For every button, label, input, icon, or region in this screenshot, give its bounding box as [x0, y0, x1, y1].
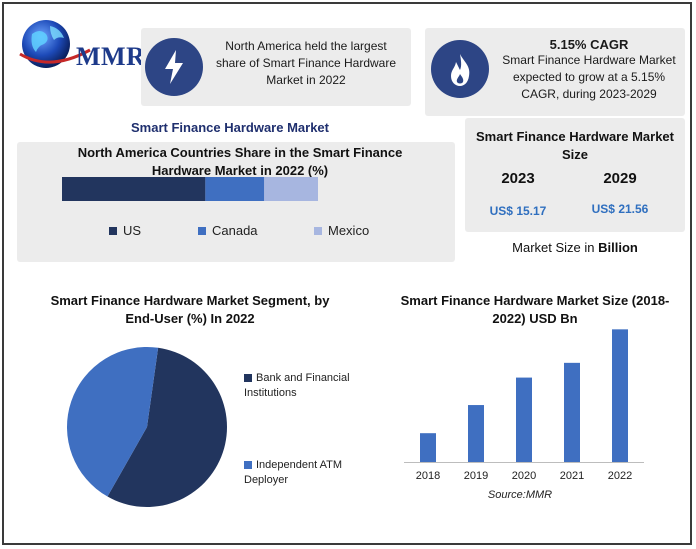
source-note: Source:MMR — [487, 489, 553, 501]
pie-chart-title: Smart Finance Hardware Market Segment, b… — [50, 293, 330, 326]
bar-2019 — [468, 405, 484, 462]
section-title: Smart Finance Hardware Market — [131, 120, 329, 135]
pie-legend-bank: Bank and Financial Institutions — [244, 371, 364, 401]
stacked-segment-canada — [205, 177, 265, 201]
pie-slice-bank — [107, 347, 227, 507]
legend-item-us: US — [109, 223, 141, 238]
info-card-text: North America held the largest share of … — [215, 39, 397, 87]
market-size-unit-prefix: Market Size in — [512, 240, 599, 255]
country-share-card — [17, 142, 455, 262]
market-size-bar-chart: 2018 2019 2020 2021 2022 — [404, 329, 644, 482]
end-user-pie-chart — [66, 347, 227, 507]
logo-text: MMR — [76, 42, 146, 71]
bar-2018 — [420, 433, 436, 462]
mmr-logo: MMR — [14, 10, 146, 80]
pie-legend-atm: Independent ATM Deployer — [244, 458, 364, 488]
x-tick-label-2019: 2019 — [464, 470, 488, 482]
bar-2022 — [612, 329, 628, 462]
stacked-segment-mexico — [264, 177, 318, 201]
flame-icon — [431, 40, 489, 98]
legend-label-us: US — [123, 223, 142, 238]
legend-swatch-mexico — [314, 226, 322, 235]
market-size-value-2023: US$ 15.17 — [489, 204, 547, 218]
legend-item-mexico: Mexico — [314, 223, 369, 238]
x-tick-label-2022: 2022 — [608, 470, 632, 482]
market-size-value-2029: US$ 21.56 — [591, 202, 649, 216]
pie-slice-atm — [66, 347, 159, 497]
bar-chart-title: Smart Finance Hardware Market Size (2018… — [400, 293, 670, 326]
bar-2020 — [516, 377, 532, 462]
pie-swatch-bank — [244, 374, 252, 383]
legend-item-canada: Canada — [198, 223, 258, 238]
market-size-unit-bold: Billion — [598, 240, 638, 255]
market-size-card — [465, 118, 685, 232]
x-tick-label-2020: 2020 — [512, 470, 536, 482]
x-tick-label-2018: 2018 — [416, 470, 440, 482]
lightning-bolt-icon — [145, 38, 203, 96]
pie-swatch-atm — [244, 461, 252, 470]
bar-2021 — [564, 362, 580, 462]
globe-icon — [19, 20, 91, 68]
cagr-heading: 5.15% CAGR — [549, 37, 629, 52]
market-size-unit: Market Size in Billion — [470, 240, 680, 255]
market-size-year-2029: 2029 — [603, 170, 637, 187]
market-size-title: Smart Finance Hardware Market Size — [476, 129, 674, 162]
legend-label-canada: Canada — [212, 223, 258, 238]
stacked-segment-us — [62, 177, 206, 201]
country-share-title: North America Countries Share in the Sma… — [77, 145, 403, 178]
info-card-cagr: 5.15% CAGR Smart Finance Hardware Market… — [425, 28, 685, 116]
legend-label-mexico: Mexico — [328, 223, 370, 238]
country-share-bar — [62, 177, 318, 201]
legend-swatch-us — [109, 226, 117, 235]
cagr-text: Smart Finance Hardware Market expected t… — [502, 53, 676, 101]
pie-legend-label-atm: Independent ATM Deployer — [244, 459, 343, 486]
info-card-north-america: North America held the largest share of … — [141, 28, 411, 106]
legend-swatch-canada — [198, 226, 206, 235]
market-size-year-2023: 2023 — [501, 170, 535, 187]
pie-legend-label-bank: Bank and Financial Institutions — [244, 372, 350, 399]
x-tick-label-2021: 2021 — [560, 470, 584, 482]
